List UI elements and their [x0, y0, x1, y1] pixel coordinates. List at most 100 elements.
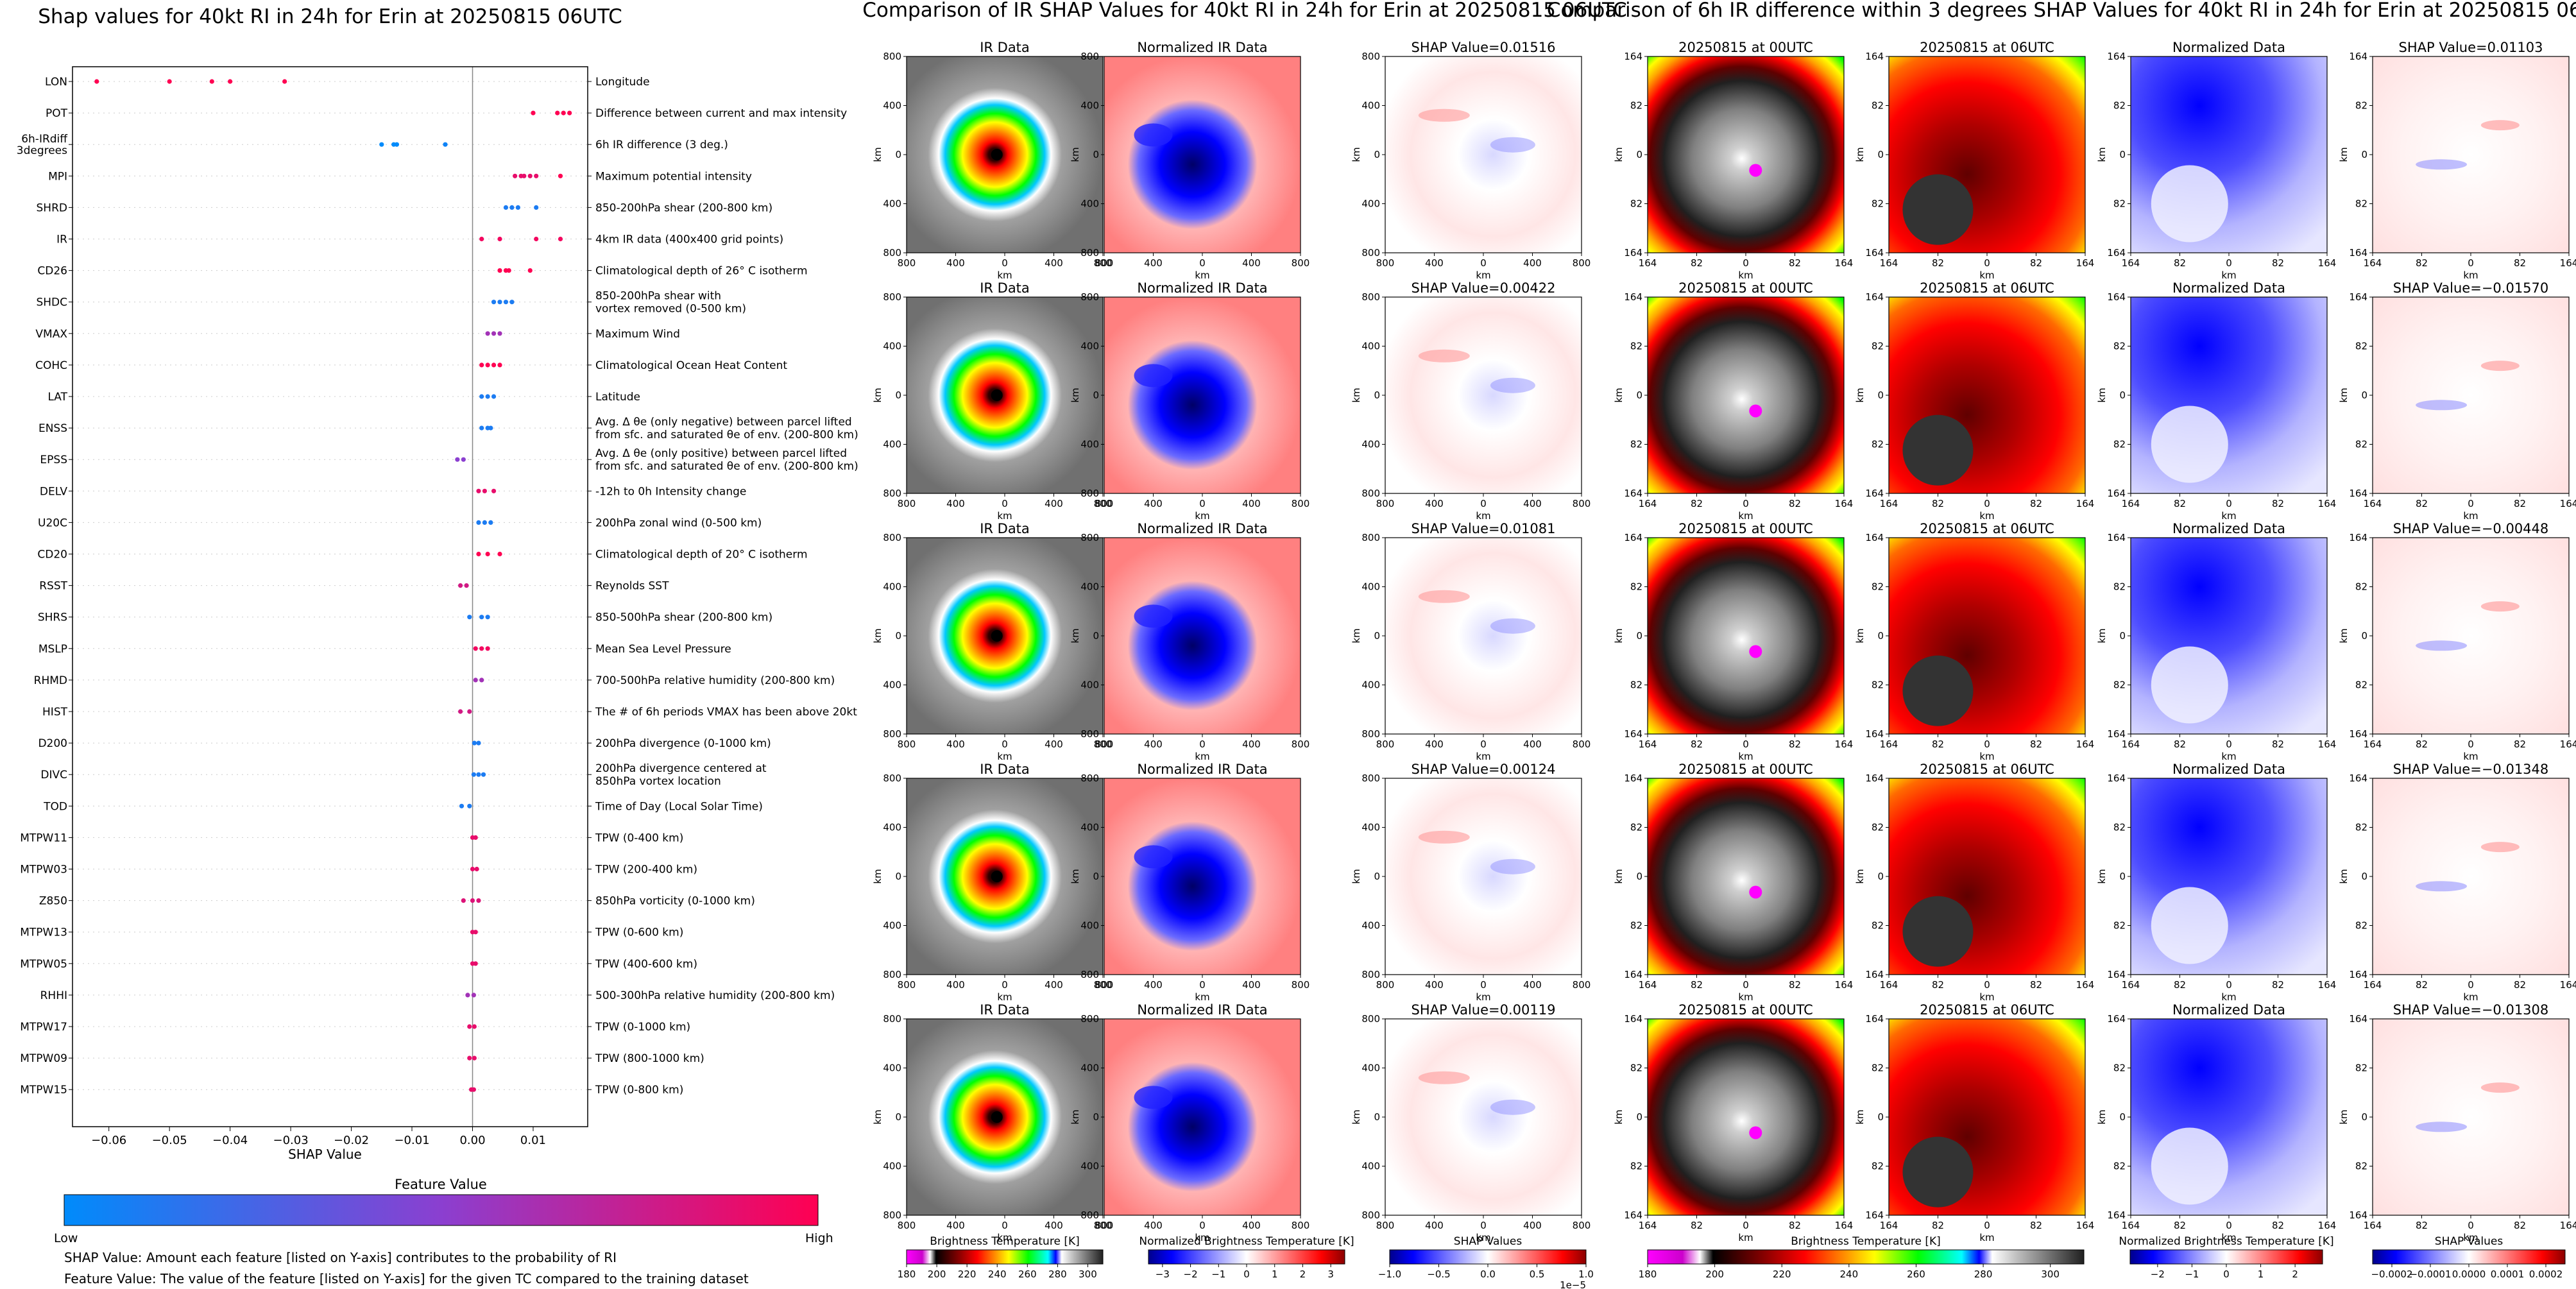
shap-point [555, 110, 560, 115]
y-tick-label: 800 [1361, 532, 1380, 543]
x-axis-label: km [1738, 1232, 1753, 1243]
y-tick-label: 800 [1080, 291, 1099, 303]
feature-name: ENSS [38, 422, 67, 435]
y-axis-label: km [1613, 388, 1625, 402]
x-axis-label: km [2221, 269, 2236, 281]
y-tick-label: 0 [895, 871, 901, 882]
dark-core [1902, 896, 1974, 967]
shap-positive-patch [2480, 120, 2520, 131]
x-tick-label: 400 [946, 979, 965, 991]
x-tick-label: 82 [1932, 738, 1944, 750]
shap-negative-patch [1490, 1099, 1535, 1115]
normalized-ir-image [1104, 56, 1301, 253]
y-axis-label: km [2338, 628, 2350, 643]
shap-point [506, 268, 511, 273]
x-tick-label: 0 [2226, 257, 2232, 269]
feature-value-note: Feature Value: The value of the feature … [64, 1271, 749, 1286]
x-tick-label: 800 [1094, 1220, 1113, 1231]
feature-description: vortex removed (0-500 km) [595, 303, 746, 316]
feature-description: from sfc. and saturated θe of env. (200-… [595, 460, 858, 473]
x-tick-label: 800 [1095, 1220, 1114, 1231]
y-tick-label: 164 [2349, 532, 2367, 543]
y-axis-label: km [1070, 628, 1081, 643]
x-tick-label: 164 [1639, 498, 1657, 509]
y-tick-label: 164 [1865, 728, 1884, 740]
x-tick-label: 164 [1835, 979, 1854, 991]
y-tick-label: 164 [1624, 773, 1642, 784]
y-tick-label: 400 [1361, 822, 1380, 833]
y-tick-label: 400 [1361, 1161, 1380, 1172]
y-tick-label: 400 [1361, 581, 1380, 593]
panel-title: Normalized Data [2172, 40, 2285, 55]
x-tick-label: 800 [1292, 979, 1310, 991]
feature-description: TPW (0-800 km) [595, 1084, 683, 1097]
x-tick-label: 800 [898, 1220, 916, 1231]
panel-title: IR Data [980, 40, 1030, 55]
diff-shap-image [2373, 538, 2569, 734]
panel-title: Normalized Data [2172, 521, 2285, 536]
x-axis-label: km [2463, 510, 2478, 522]
x-axis-label: km [2463, 1232, 2478, 1243]
feature-name: SHDC [36, 296, 67, 309]
light-region [2151, 887, 2228, 964]
y-axis-label: km [1070, 869, 1081, 884]
y-tick-label: 800 [1361, 1209, 1380, 1221]
shap-point [509, 300, 515, 305]
x-tick-label: 400 [1242, 979, 1261, 991]
x-tick-label: −0.03 [273, 1134, 309, 1147]
shap-panel-title: SHAP Value=0.00422 [1412, 280, 1556, 296]
light-region [2151, 405, 2228, 483]
x-tick-label: 400 [1045, 498, 1063, 509]
shap-positive-patch [1418, 830, 1470, 844]
x-tick-label: 164 [2076, 498, 2095, 509]
x-tick-label: 164 [2364, 738, 2382, 750]
shap-point [471, 993, 476, 998]
y-tick-label: 164 [1624, 291, 1642, 303]
shap-negative-patch [2416, 159, 2468, 170]
x-tick-label: 800 [1094, 257, 1113, 269]
x-tick-label: 800 [898, 979, 916, 991]
shap-panel-title: SHAP Value=−0.01308 [2393, 1002, 2549, 1018]
y-tick-label: 0 [2119, 1111, 2126, 1123]
panel-title: Normalized Data [2172, 280, 2285, 296]
x-tick-label: 0.00 [459, 1134, 485, 1147]
y-tick-label: 82 [1872, 439, 1884, 450]
y-tick-label: 0 [2361, 1111, 2367, 1123]
y-tick-label: 164 [1624, 969, 1642, 980]
feature-description: TPW (400-600 km) [595, 958, 697, 971]
shap-point [503, 300, 509, 305]
feature-description: TPW (200-400 km) [595, 864, 697, 876]
panel-title: Normalized IR Data [1137, 40, 1267, 55]
shap-summary-title: Shap values for 40kt RI in 24h for Erin … [38, 5, 622, 28]
feature-name: SHRD [37, 201, 67, 214]
y-tick-label: 800 [1080, 1209, 1099, 1221]
y-tick-label: 400 [883, 679, 901, 691]
shap-point [467, 803, 472, 808]
y-tick-label: 82 [1872, 920, 1884, 932]
light-region [2151, 646, 2228, 724]
cloud-band [1134, 364, 1173, 388]
x-axis-label: km [1476, 269, 1490, 281]
y-tick-label: 82 [2113, 198, 2126, 210]
x-tick-label: 82 [2174, 498, 2186, 509]
feature-name: 3degrees [17, 144, 67, 157]
shap-point [473, 835, 478, 840]
x-tick-label: 0 [1480, 257, 1487, 269]
x-axis-label: km [1979, 751, 1994, 762]
colorbar-tick-label: 1 [1272, 1268, 1278, 1280]
y-tick-label: 82 [1630, 100, 1642, 112]
y-axis-label: km [1070, 147, 1081, 162]
diff-comparison-title: Comparison of 6h IR difference within 3 … [1547, 0, 2576, 22]
feature-description: TPW (0-600 km) [595, 926, 683, 939]
y-tick-label: 400 [883, 341, 901, 352]
x-tick-label: 800 [1573, 979, 1591, 991]
shap-image [1385, 297, 1582, 493]
shap-negative-patch [1490, 377, 1535, 393]
y-tick-label: 82 [1872, 341, 1884, 352]
shap-point [461, 898, 466, 903]
x-tick-label: 82 [1691, 1220, 1703, 1231]
y-tick-label: 164 [2349, 51, 2367, 62]
colorbar-tick-label: 220 [958, 1268, 977, 1280]
x-tick-label: 0 [1480, 498, 1487, 509]
colorbar-tick-label: 0.0 [1480, 1268, 1496, 1280]
